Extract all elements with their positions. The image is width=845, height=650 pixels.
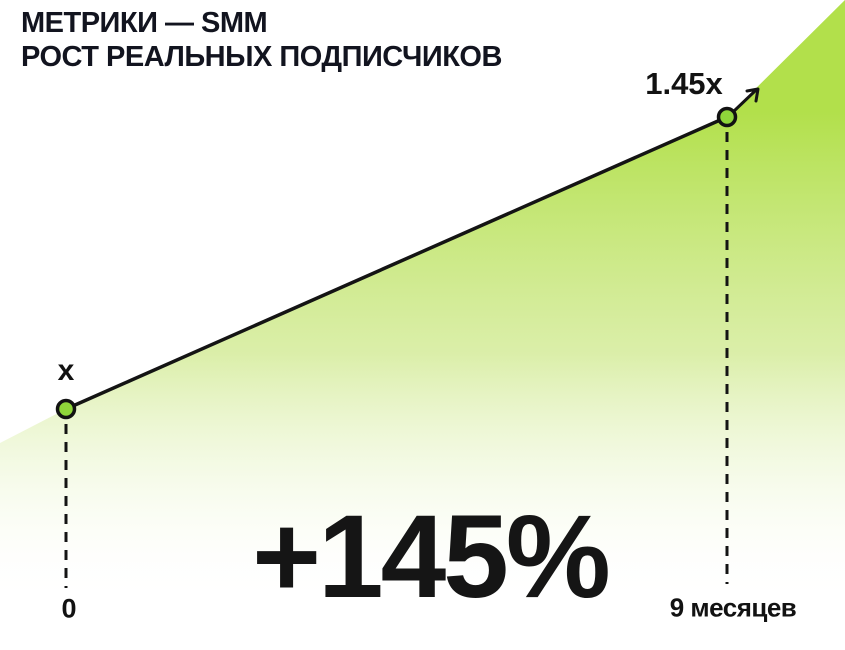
page-title-line1: МЕТРИКИ — SMM — [21, 7, 268, 39]
start-point-marker — [55, 398, 77, 420]
x-axis-end-label: 9 месяцев — [669, 592, 797, 623]
trend-line — [64, 115, 729, 411]
x-axis-start-label: 0 — [61, 593, 77, 624]
start-point-label: x — [57, 354, 75, 387]
page-title: МЕТРИКИ — SMM РОСТ РЕАЛЬНЫХ ПОДПИСЧИКОВ — [21, 6, 502, 74]
page-title-line2: РОСТ РЕАЛЬНЫХ ПОДПИСЧИКОВ — [21, 41, 502, 73]
trend-arrow-icon — [731, 87, 760, 114]
end-point-label: 1.45x — [645, 66, 723, 101]
growth-percentage: +145% — [252, 491, 611, 623]
end-point-marker — [716, 106, 738, 128]
